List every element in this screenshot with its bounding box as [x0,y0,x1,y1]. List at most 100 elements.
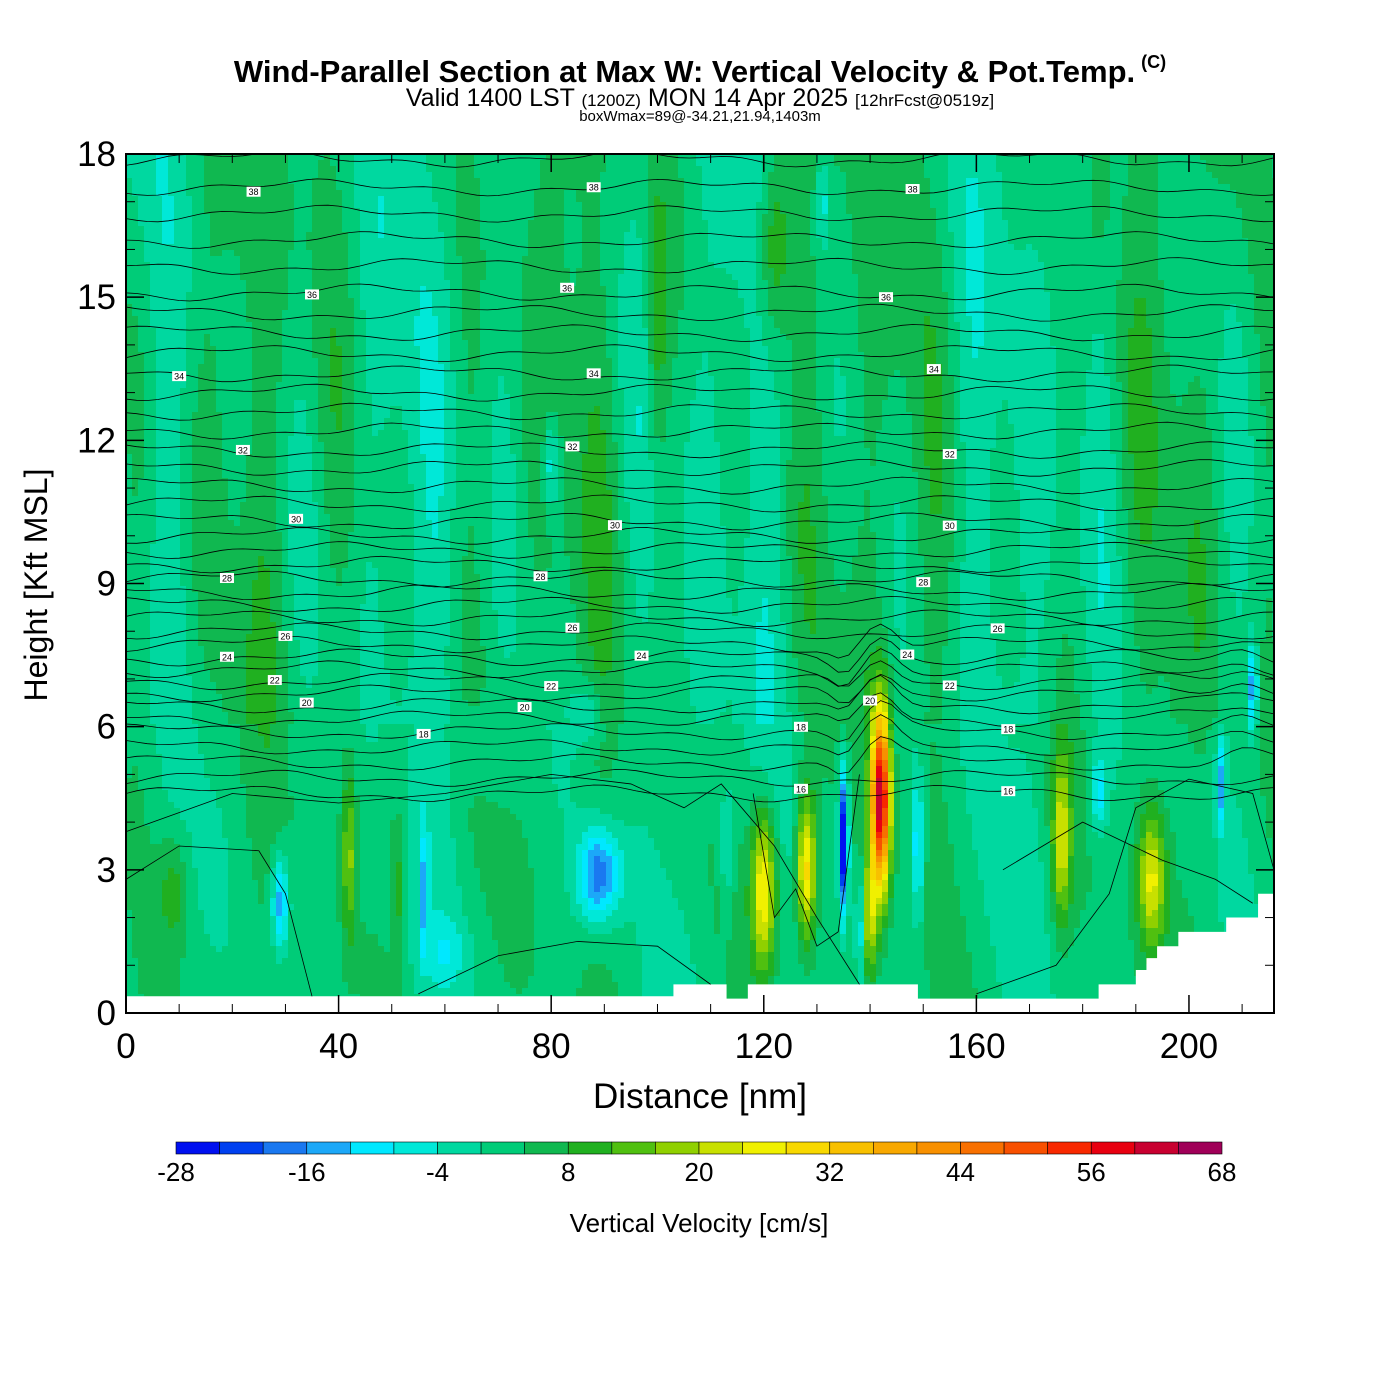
velocity-cell [894,208,901,215]
velocity-cell [552,280,559,287]
velocity-cell [1008,244,1015,251]
velocity-cell [564,298,571,305]
velocity-cell [618,190,625,197]
velocity-cell [372,304,379,311]
velocity-cell [546,166,553,173]
velocity-cell [234,262,241,269]
velocity-cell [180,298,187,305]
velocity-cell [504,232,511,239]
velocity-cell [210,208,217,215]
velocity-cell [1062,244,1069,251]
velocity-cell [486,304,493,311]
velocity-cell [438,268,445,275]
velocity-cell [1182,286,1189,293]
velocity-cell [912,196,919,203]
velocity-cell [1032,262,1039,269]
velocity-cell [330,292,337,299]
velocity-cell [1206,286,1213,293]
velocity-cell [996,214,1003,221]
velocity-cell [1014,262,1021,269]
velocity-cell [1092,262,1099,269]
velocity-cell [1182,184,1189,191]
velocity-cell [972,166,979,173]
velocity-cell [804,268,811,275]
velocity-cell [582,286,589,293]
velocity-cell [294,274,301,281]
velocity-cell [348,154,355,161]
velocity-cell [1074,280,1081,287]
velocity-cell [1242,232,1249,239]
velocity-cell [540,292,547,299]
velocity-cell [564,208,571,215]
velocity-cell [762,274,769,281]
velocity-cell [288,268,295,275]
velocity-cell [798,292,805,299]
velocity-cell [660,166,667,173]
velocity-cell [924,172,931,179]
velocity-cell [648,154,655,161]
velocity-cell [270,274,277,281]
velocity-cell [1002,280,1009,287]
velocity-cell [504,214,511,221]
velocity-cell [138,238,145,245]
velocity-cell [1218,214,1225,221]
velocity-cell [1134,280,1141,287]
velocity-cell [486,280,493,287]
velocity-cell [888,172,895,179]
velocity-cell [480,184,487,191]
velocity-cell [936,178,943,185]
velocity-cell [1224,208,1231,215]
velocity-cell [474,298,481,305]
velocity-cell [300,184,307,191]
velocity-cell [372,214,379,221]
velocity-cell [1122,274,1129,281]
velocity-cell [486,208,493,215]
velocity-cell [378,262,385,269]
velocity-cell [132,268,139,275]
velocity-cell [876,214,883,221]
velocity-cell [276,298,283,305]
velocity-cell [828,166,835,173]
velocity-cell [294,268,301,275]
velocity-cell [168,238,175,245]
velocity-cell [1170,166,1177,173]
velocity-cell [1002,208,1009,215]
velocity-cell [930,178,937,185]
velocity-cell [510,268,517,275]
velocity-cell [822,238,829,245]
velocity-cell [636,256,643,263]
velocity-cell [384,280,391,287]
velocity-cell [1140,154,1147,161]
velocity-cell [564,262,571,269]
velocity-cell [954,160,961,167]
velocity-cell [1008,178,1015,185]
velocity-cell [594,160,601,167]
velocity-cell [708,304,715,311]
velocity-cell [996,154,1003,161]
velocity-cell [318,214,325,221]
velocity-cell [408,178,415,185]
velocity-cell [870,244,877,251]
velocity-cell [1044,226,1051,233]
velocity-cell [1248,202,1255,209]
velocity-cell [864,232,871,239]
velocity-cell [342,190,349,197]
velocity-cell [738,196,745,203]
velocity-cell [276,238,283,245]
velocity-cell [942,190,949,197]
velocity-cell [1272,226,1274,233]
velocity-cell [666,298,673,305]
velocity-cell [282,304,289,311]
velocity-cell [1056,232,1063,239]
velocity-cell [1110,220,1117,227]
velocity-cell [480,286,487,293]
velocity-cell [336,292,343,299]
velocity-cell [672,304,679,311]
velocity-cell [1128,250,1135,257]
velocity-cell [1062,214,1069,221]
velocity-cell [1236,232,1243,239]
velocity-cell [1260,238,1267,245]
velocity-cell [336,274,343,281]
velocity-cell [162,274,169,281]
velocity-cell [210,220,217,227]
